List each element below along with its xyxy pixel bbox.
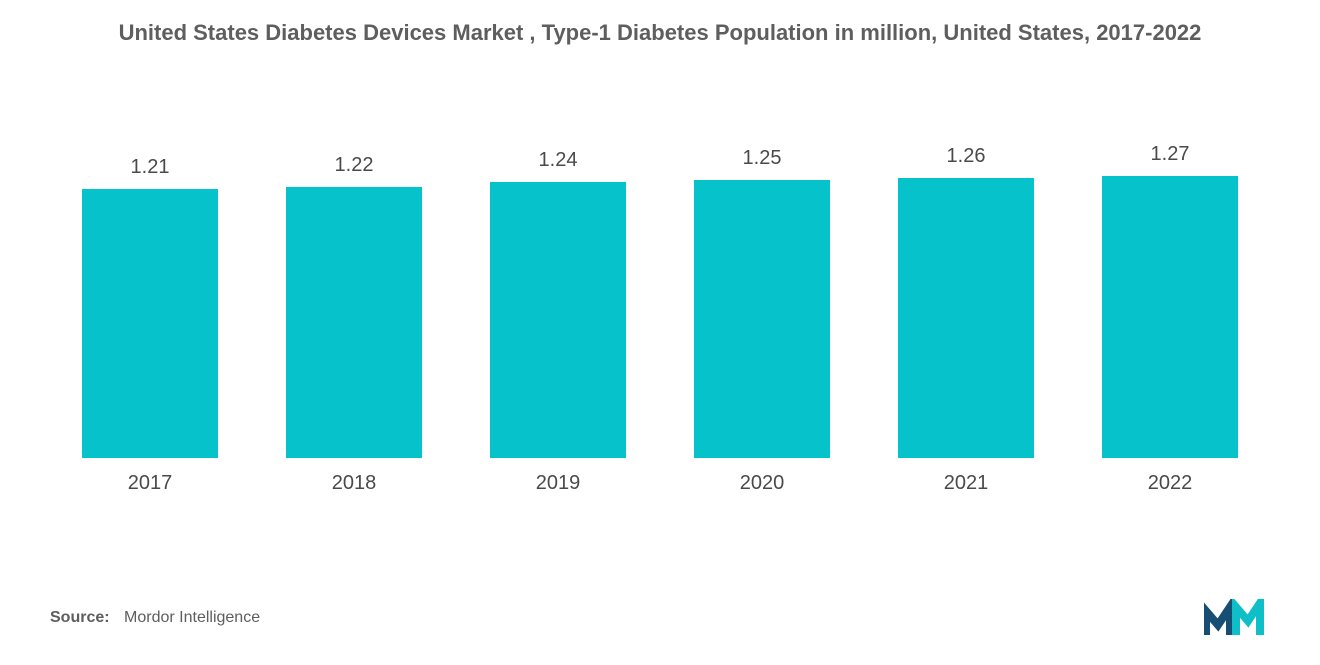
x-axis-labels: 2017 2018 2019 2020 2021 2022 [50, 458, 1270, 495]
bar [694, 180, 830, 458]
bar [490, 182, 626, 458]
chart-footer: Source: Mordor Intelligence [50, 599, 1270, 637]
bar-group: 1.24 [468, 149, 648, 458]
bar-group: 1.25 [672, 147, 852, 458]
bar-value-label: 1.26 [947, 145, 986, 168]
bar [286, 187, 422, 458]
bar-value-label: 1.22 [335, 154, 374, 177]
x-tick-label: 2021 [876, 472, 1056, 495]
bar-group: 1.22 [264, 154, 444, 458]
x-tick-label: 2019 [468, 472, 648, 495]
source-label: Source: [50, 609, 110, 626]
x-tick-label: 2017 [60, 472, 240, 495]
x-tick-label: 2018 [264, 472, 444, 495]
bar-value-label: 1.27 [1151, 143, 1190, 166]
bar-value-label: 1.21 [131, 156, 170, 179]
bar [1102, 176, 1238, 458]
bar-value-label: 1.24 [539, 149, 578, 172]
x-tick-label: 2020 [672, 472, 852, 495]
x-tick-label: 2022 [1080, 472, 1260, 495]
source-line: Source: Mordor Intelligence [50, 609, 260, 627]
bar-group: 1.21 [60, 156, 240, 458]
bar-group: 1.27 [1080, 143, 1260, 458]
bar [82, 189, 218, 458]
chart-title: United States Diabetes Devices Market , … [110, 18, 1210, 48]
brand-logo [1204, 599, 1270, 637]
bar-chart: 1.21 1.22 1.24 1.25 1.26 1.27 [50, 118, 1270, 458]
bar [898, 178, 1034, 458]
bar-value-label: 1.25 [743, 147, 782, 170]
source-value: Mordor Intelligence [124, 609, 260, 626]
bar-group: 1.26 [876, 145, 1056, 458]
